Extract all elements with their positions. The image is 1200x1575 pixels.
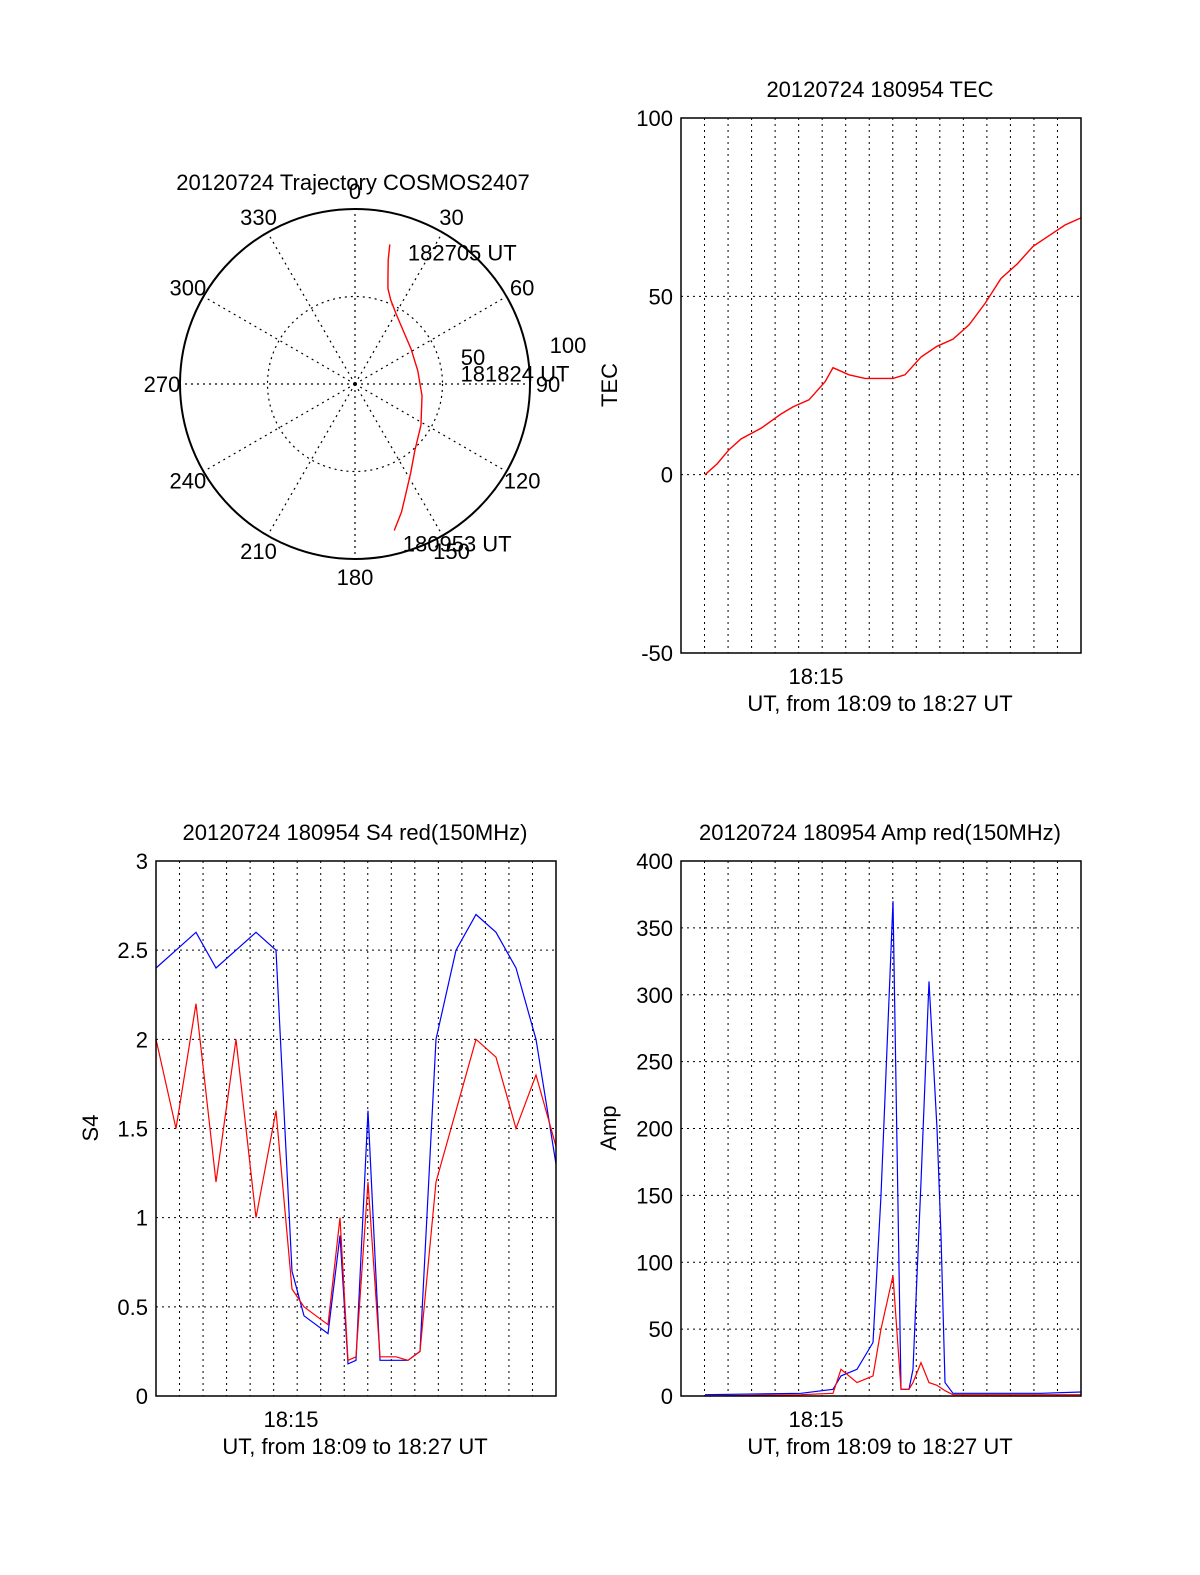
polar-time-annotation: 182705 UT (408, 240, 517, 265)
tec-ylabel: TEC (597, 363, 622, 407)
y-tick-label: 250 (636, 1050, 673, 1075)
polar-azimuth-label: 270 (144, 372, 181, 397)
polar-time-annotation: 180953 UT (403, 532, 512, 557)
polar-grid-spoke (354, 295, 507, 385)
y-tick-label: 100 (636, 1250, 673, 1275)
polar-azimuth-label: 60 (510, 276, 534, 301)
polar-grid-spoke (354, 383, 507, 473)
polar-azimuth-label: 240 (169, 469, 206, 494)
polar-trajectory-line (387, 244, 423, 531)
polar-grid (180, 209, 530, 559)
s4-xlabel: UT, from 18:09 to 18:27 UT (222, 1434, 487, 1459)
y-tick-label: 150 (636, 1183, 673, 1208)
y-tick-label: 2.5 (117, 938, 148, 963)
polar-azimuth-label: 30 (439, 205, 463, 230)
polar-azimuth-label: 90 (536, 372, 560, 397)
y-tick-label: 50 (649, 284, 673, 309)
s4-blue-series-line (155, 913, 557, 1365)
polar-grid-circle (266, 295, 444, 473)
polar-azimuth-label: 210 (240, 539, 277, 564)
polar-grid-spoke (354, 232, 444, 385)
polar-azimuth-label: 330 (240, 205, 277, 230)
amp-title: 20120724 180954 Amp red(150MHz) (699, 820, 1061, 845)
y-tick-label: 50 (649, 1317, 673, 1342)
polar-radial-label: 50 (461, 345, 485, 370)
polar-outer-circle (179, 208, 531, 560)
polar-annotations: 182705 UT 181824 UT 180953 UT (403, 240, 570, 556)
s4-title: 20120724 180954 S4 red(150MHz) (183, 820, 528, 845)
amp-ylabel: Amp (596, 1105, 621, 1150)
tec-xtick: 18:15 (788, 664, 843, 689)
amp-axes-frame (680, 860, 1082, 1397)
s4-plot: 20120724 180954 S4 red(150MHz) 3 2.5 2 1.5 1… (78, 820, 557, 1459)
amp-xtick: 18:15 (788, 1407, 843, 1432)
tec-y-tick-labels: 100 50 0 -50 (636, 106, 673, 666)
y-tick-label: 1.5 (117, 1117, 148, 1142)
polar-grid-spoke (354, 383, 444, 536)
tec-grid (681, 118, 1081, 653)
polar-azimuth-labels: 0 30 60 90 120 150 180 210 240 270 300 330 (144, 179, 561, 590)
s4-red-series-line (155, 1003, 557, 1362)
tec-axes-frame (680, 117, 1082, 654)
amp-grid (681, 861, 1081, 1396)
y-tick-label: 200 (636, 1117, 673, 1142)
y-tick-label: 350 (636, 916, 673, 941)
s4-xtick: 18:15 (263, 1407, 318, 1432)
s4-ylabel: S4 (78, 1115, 103, 1142)
y-tick-label: 2 (136, 1027, 148, 1052)
polar-grid-spoke (203, 383, 356, 473)
y-tick-label: 3 (136, 849, 148, 874)
polar-grid-spoke (266, 383, 356, 536)
s4-y-tick-labels: 3 2.5 2 1.5 1 0.5 0 (117, 849, 148, 1409)
y-tick-label: 0 (136, 1384, 148, 1409)
amp-xlabel: UT, from 18:09 to 18:27 UT (747, 1434, 1012, 1459)
polar-trajectory-plot: 20120724 Trajectory COSMOS2407 0 30 60 90 12… (144, 170, 587, 590)
y-tick-label: 100 (636, 106, 673, 131)
y-tick-label: 0 (661, 463, 673, 488)
s4-grid (156, 861, 556, 1396)
polar-azimuth-label: 0 (349, 179, 361, 204)
y-tick-label: -50 (641, 641, 673, 666)
amp-y-tick-labels: 400 350 300 250 200 150 100 50 0 (636, 849, 673, 1409)
polar-grid-spoke (266, 232, 356, 385)
y-tick-label: 300 (636, 983, 673, 1008)
tec-series-line (704, 217, 1082, 476)
polar-grid-spoke (203, 295, 356, 385)
polar-azimuth-label: 180 (337, 565, 374, 590)
polar-radial-labels: 50 100 (461, 333, 587, 370)
y-tick-label: 400 (636, 849, 673, 874)
s4-axes-frame (155, 860, 557, 1397)
y-tick-label: 0 (661, 1384, 673, 1409)
polar-azimuth-label: 150 (433, 539, 470, 564)
polar-azimuth-label: 300 (169, 276, 206, 301)
y-tick-label: 1 (136, 1206, 148, 1231)
tec-xlabel: UT, from 18:09 to 18:27 UT (747, 691, 1012, 716)
polar-time-annotation: 181824 UT (461, 361, 570, 386)
amp-red-series-line (704, 1275, 1081, 1397)
polar-radial-label: 100 (550, 333, 587, 358)
polar-title: 20120724 Trajectory COSMOS2407 (176, 170, 529, 195)
y-tick-label: 0.5 (117, 1295, 148, 1320)
polar-azimuth-label: 120 (504, 469, 541, 494)
tec-title: 20120724 180954 TEC (766, 77, 993, 102)
amp-plot: 20120724 180954 Amp red(150MHz) 400 350 30… (596, 820, 1082, 1459)
